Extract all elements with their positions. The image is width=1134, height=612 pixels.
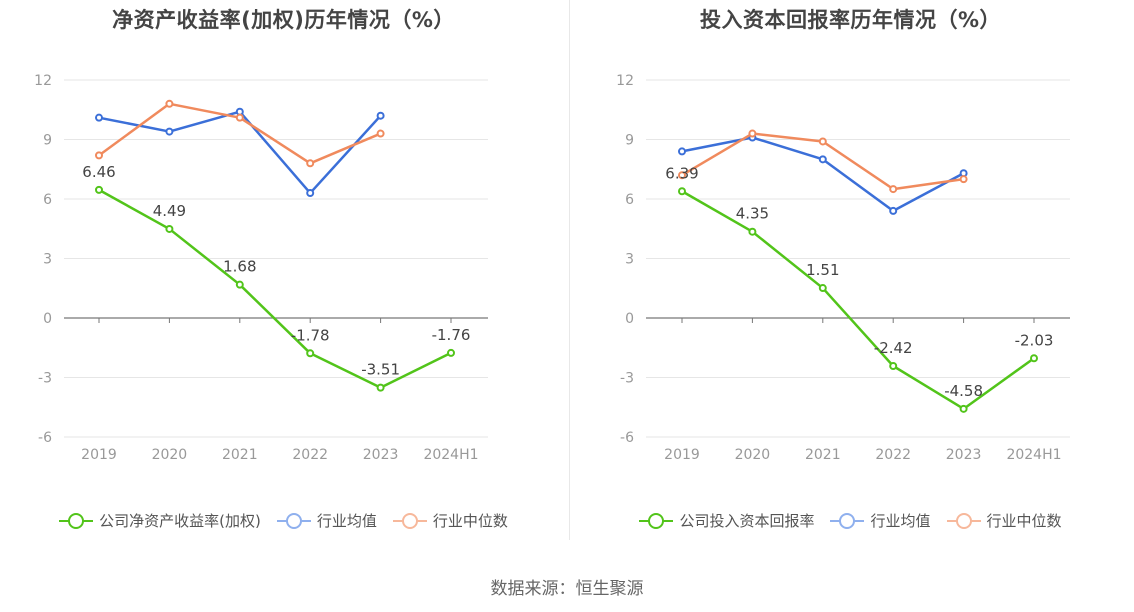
data-label: -2.42 xyxy=(874,339,913,357)
data-point-median xyxy=(306,159,315,168)
y-tick-label: -6 xyxy=(620,430,634,446)
y-tick-label: 6 xyxy=(625,192,634,208)
data-label: -2.03 xyxy=(1015,331,1054,349)
data-point-company xyxy=(95,185,103,194)
chart-title: 投入资本回报率历年情况（%） xyxy=(699,8,1002,32)
x-tick-label: 2023 xyxy=(363,447,399,463)
chart-title: 净资产收益率(加权)历年情况（%） xyxy=(112,8,455,32)
panel-divider xyxy=(569,0,570,540)
legend-swatch-average xyxy=(276,511,311,531)
y-tick-label: 0 xyxy=(43,311,52,327)
legend-label: 公司投入资本回报率 xyxy=(679,512,815,530)
y-tick-label: 6 xyxy=(43,192,52,208)
legend-label: 行业中位数 xyxy=(432,512,508,530)
series-line-company xyxy=(98,188,452,389)
legend-label: 公司净资产收益率(加权) xyxy=(99,512,261,530)
data-point-avg xyxy=(818,155,827,164)
data-point-median xyxy=(959,175,968,184)
data-point-median xyxy=(818,137,827,146)
legend-item-company[interactable]: 公司投入资本回报率 xyxy=(639,510,814,531)
legend-label: 行业中位数 xyxy=(986,512,1062,530)
legend-item-industry-median[interactable]: 行业中位数 xyxy=(946,510,1062,531)
y-tick-label: 12 xyxy=(34,73,52,89)
data-point-avg xyxy=(306,189,315,198)
y-tick-label: 3 xyxy=(625,252,634,268)
chart-legend: 公司投入资本回报率 行业均值 行业中位数 xyxy=(567,510,1134,531)
legend-swatch-median xyxy=(392,511,427,531)
data-point-avg xyxy=(376,111,385,120)
data-label: 6.39 xyxy=(665,164,698,182)
y-tick-label: -6 xyxy=(38,430,52,446)
data-point-avg xyxy=(95,113,103,122)
x-tick-label: 2024H1 xyxy=(423,447,478,463)
data-point-avg xyxy=(678,147,686,156)
data-label: 1.68 xyxy=(223,258,256,276)
legend-label: 行业均值 xyxy=(316,512,377,530)
x-tick-label: 2021 xyxy=(805,447,841,463)
y-tick-label: 3 xyxy=(43,252,52,268)
x-tick-label: 2022 xyxy=(292,447,328,463)
series-line-company xyxy=(681,190,1035,411)
data-point-avg xyxy=(165,127,174,136)
data-point-company xyxy=(1030,354,1038,363)
legend-item-company[interactable]: 公司净资产收益率(加权) xyxy=(59,510,261,531)
y-tick-label: -3 xyxy=(620,371,634,387)
data-label: 4.49 xyxy=(153,202,186,220)
legend-swatch-company xyxy=(59,511,94,531)
data-point-median xyxy=(376,129,385,138)
data-point-company xyxy=(235,280,244,289)
data-label: -1.78 xyxy=(291,326,330,344)
x-tick-label: 2019 xyxy=(664,447,700,463)
series-line-avg xyxy=(681,136,965,213)
x-tick-label: 2021 xyxy=(222,447,258,463)
data-point-company xyxy=(165,224,174,233)
data-point-company xyxy=(678,187,686,196)
y-tick-label: 9 xyxy=(43,133,52,149)
data-label: 1.51 xyxy=(806,261,839,279)
data-point-company xyxy=(447,348,455,357)
data-point-median xyxy=(235,113,244,122)
data-point-median xyxy=(95,151,103,160)
y-tick-label: -3 xyxy=(38,371,52,387)
legend-item-industry-average[interactable]: 行业均值 xyxy=(830,510,931,531)
legend-swatch-average xyxy=(830,511,865,531)
legend-item-industry-median[interactable]: 行业中位数 xyxy=(392,510,508,531)
x-tick-label: 2020 xyxy=(735,447,771,463)
x-tick-label: 2022 xyxy=(875,447,911,463)
data-point-company xyxy=(818,284,827,293)
data-point-avg xyxy=(889,206,898,215)
data-point-company xyxy=(889,361,898,370)
legend-label: 行业均值 xyxy=(870,512,931,530)
data-label: -4.58 xyxy=(944,382,983,400)
x-tick-label: 2020 xyxy=(152,447,188,463)
x-tick-label: 2023 xyxy=(946,447,982,463)
chart-legend: 公司净资产收益率(加权) 行业均值 行业中位数 xyxy=(0,510,567,531)
data-point-company xyxy=(376,383,385,392)
data-point-median xyxy=(748,129,757,138)
data-label: 4.35 xyxy=(736,205,769,223)
data-label: -3.51 xyxy=(361,361,400,379)
y-tick-label: 9 xyxy=(625,133,634,149)
data-point-median xyxy=(678,171,686,180)
data-point-median xyxy=(889,185,898,194)
data-point-company xyxy=(306,349,315,358)
y-tick-label: 0 xyxy=(625,311,634,327)
roe-line-chart: -6 -3 0 3 6 9 12 2019 2020 2021 2022 2023 2024H1 6.46… xyxy=(34,73,488,463)
y-tick-label: 12 xyxy=(616,73,634,89)
data-label: -1.76 xyxy=(432,326,471,344)
legend-swatch-company xyxy=(639,511,674,531)
data-point-company xyxy=(748,227,757,236)
data-point-company xyxy=(959,404,968,413)
roic-line-chart: -6 -3 0 3 6 9 12 2019 2020 2021 2022 2023 2024H1 6.39… xyxy=(616,73,1070,463)
data-point-median xyxy=(165,99,174,108)
x-tick-label: 2024H1 xyxy=(1006,447,1061,463)
chart-panel-roic: 投入资本回报率历年情况（%） -6 -3 0 3 6 9 12 2019 2020 2021 202… xyxy=(567,0,1134,560)
data-source-note: 数据来源：恒生聚源 xyxy=(490,579,644,599)
chart-panel-roe: 净资产收益率(加权)历年情况（%） -6 -3 0 3 6 9 12 2019 2020 2021… xyxy=(0,0,567,560)
legend-item-industry-average[interactable]: 行业均值 xyxy=(276,510,377,531)
data-label: 6.46 xyxy=(82,163,115,181)
x-tick-label: 2019 xyxy=(81,447,117,463)
legend-swatch-median xyxy=(946,511,981,531)
